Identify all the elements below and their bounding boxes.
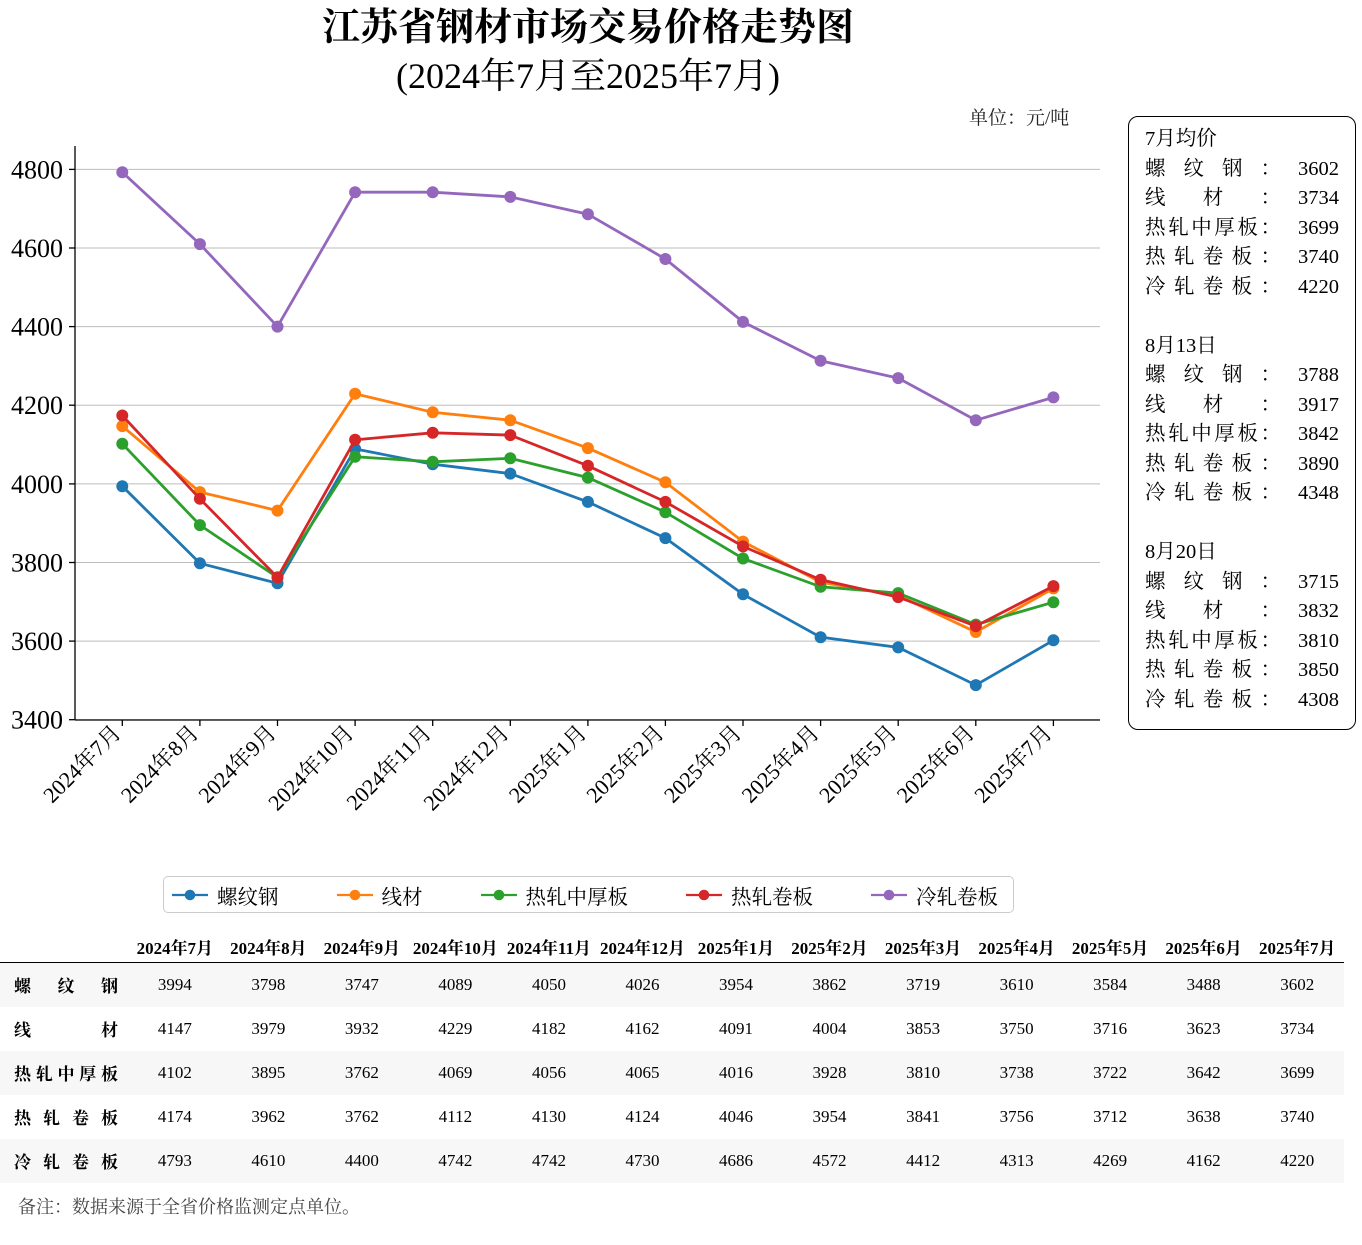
svg-text:2025年6月: 2025年6月 [892, 720, 980, 808]
svg-text:2025年1月: 2025年1月 [504, 720, 592, 808]
svg-text:2025年5月: 2025年5月 [814, 720, 902, 808]
svg-text:4400: 4400 [11, 313, 63, 342]
svg-text:2025年2月: 2025年2月 [581, 720, 669, 808]
svg-text:4000: 4000 [11, 470, 63, 499]
svg-text:3400: 3400 [11, 706, 63, 735]
svg-text:2024年8月: 2024年8月 [116, 720, 204, 808]
svg-text:4200: 4200 [11, 391, 63, 420]
svg-text:3800: 3800 [11, 549, 63, 578]
svg-text:2025年4月: 2025年4月 [736, 720, 824, 808]
svg-text:4800: 4800 [11, 155, 63, 184]
svg-text:2025年7月: 2025年7月 [969, 720, 1057, 808]
svg-text:4600: 4600 [11, 234, 63, 263]
svg-text:2025年3月: 2025年3月 [659, 720, 747, 808]
svg-text:3600: 3600 [11, 627, 63, 656]
